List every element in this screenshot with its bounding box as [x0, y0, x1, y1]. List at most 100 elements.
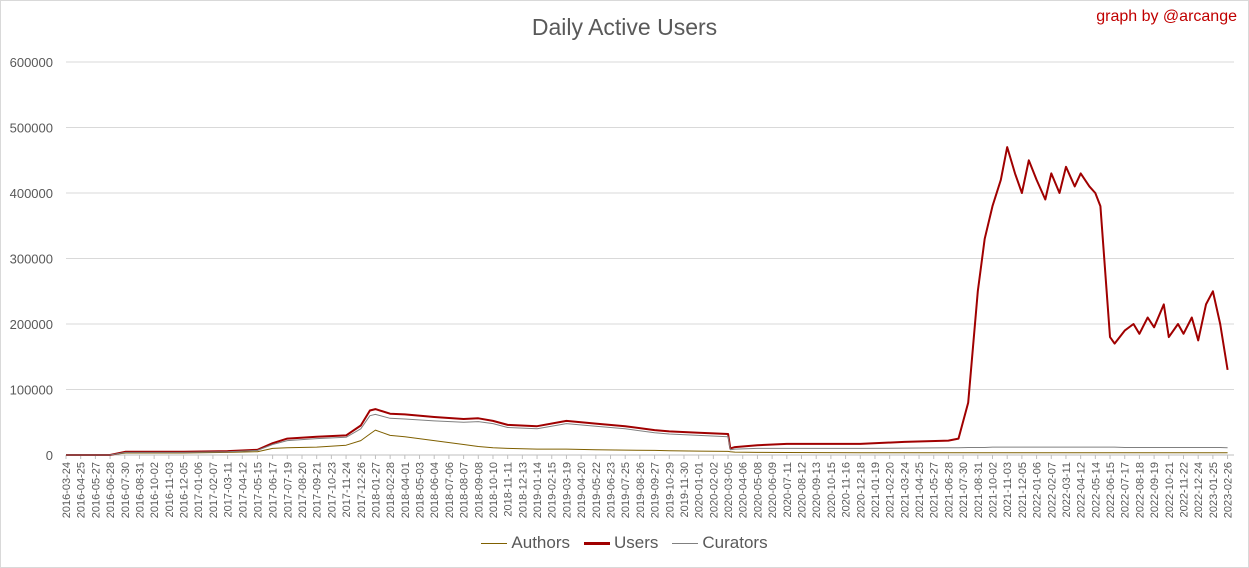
x-tick-label: 2020-10-15	[826, 462, 838, 518]
x-tick-label: 2022-01-06	[1032, 462, 1044, 518]
x-tick-label: 2018-04-01	[400, 462, 412, 518]
x-tick-label: 2021-07-30	[958, 462, 970, 518]
x-tick-label: 2022-04-12	[1076, 462, 1088, 518]
x-tick-label: 2021-06-28	[943, 462, 955, 518]
x-tick-label: 2022-12-24	[1193, 462, 1205, 518]
x-tick-label: 2020-03-05	[723, 462, 735, 518]
x-tick-label: 2020-04-06	[738, 462, 750, 518]
x-tick-label: 2020-12-18	[855, 462, 867, 518]
x-tick-label: 2019-06-23	[606, 462, 618, 518]
x-tick-label: 2018-06-04	[429, 462, 441, 518]
x-tick-label: 2016-12-05	[179, 462, 191, 518]
x-tick-label: 2016-10-02	[149, 462, 161, 518]
legend-swatch-curators	[672, 542, 699, 544]
x-tick-label: 2018-12-13	[517, 462, 529, 518]
x-tick-label: 2022-05-14	[1090, 462, 1102, 518]
x-tick-label: 2017-09-21	[312, 462, 324, 518]
series-line-authors	[66, 429, 1228, 456]
x-tick-label: 2017-03-11	[223, 462, 235, 517]
x-tick-label: 2022-08-18	[1134, 462, 1146, 518]
x-tick-label: 2016-04-25	[76, 462, 88, 518]
x-tick-label: 2021-03-24	[899, 462, 911, 518]
x-tick-label: 2018-11-11	[503, 462, 515, 517]
x-tick-label: 2019-01-14	[532, 462, 544, 518]
legend-label-authors: Authors	[511, 533, 570, 552]
x-tick-label: 2022-10-21	[1164, 462, 1176, 518]
x-tick-label: 2017-06-17	[268, 462, 280, 518]
legend-item-authors: Authors	[481, 533, 570, 553]
x-tick-label: 2021-08-31	[973, 462, 985, 518]
legend-swatch-authors	[481, 542, 508, 544]
x-tick-label: 2018-09-08	[473, 462, 485, 518]
y-axis: 0 100000 200000 300000 400000 500000 600000	[10, 55, 53, 463]
y-tick-label: 300000	[10, 252, 53, 267]
y-tick-label: 100000	[10, 383, 53, 398]
x-tick-label: 2019-11-30	[679, 462, 691, 517]
legend-swatch-users	[584, 541, 610, 545]
x-tick-label: 2019-03-19	[561, 462, 573, 518]
x-tick-label: 2021-05-27	[929, 462, 941, 518]
x-tick-label: 2016-07-30	[120, 462, 132, 518]
x-tick-label: 2020-05-08	[752, 462, 764, 518]
x-tick-label: 2020-09-13	[811, 462, 823, 518]
x-tick-label: 2016-08-31	[134, 462, 146, 518]
x-tick-label: 2021-01-19	[870, 462, 882, 518]
x-tick-label: 2020-07-11	[782, 462, 794, 517]
x-tick-label: 2017-07-19	[282, 462, 294, 518]
y-tick-label: 500000	[10, 121, 53, 136]
y-tick-label: 600000	[10, 55, 53, 70]
x-tick-label: 2017-12-26	[356, 462, 368, 518]
x-tick-label: 2018-01-27	[370, 462, 382, 518]
x-tick-label: 2022-09-19	[1149, 462, 1161, 518]
x-tick-label: 2020-08-12	[797, 462, 809, 518]
y-tick-label: 200000	[10, 317, 53, 332]
x-tick-label: 2021-11-03	[1002, 462, 1014, 517]
legend-item-curators: Curators	[672, 533, 768, 553]
x-tick-label: 2019-09-27	[650, 462, 662, 518]
x-tick-label: 2020-11-16	[841, 462, 853, 517]
x-tick-label: 2017-10-23	[326, 462, 338, 518]
x-tick-label: 2017-11-24	[341, 462, 353, 517]
legend: Authors Users Curators	[0, 533, 1249, 553]
legend-label-curators: Curators	[702, 533, 768, 552]
x-tick-label: 2021-02-20	[885, 462, 897, 518]
x-tick-label: 2016-05-27	[90, 462, 102, 518]
x-tick-label: 2019-08-26	[635, 462, 647, 518]
x-tick-label: 2018-10-10	[488, 462, 500, 518]
y-tick-label: 400000	[10, 186, 53, 201]
x-tick-label: 2018-07-06	[444, 462, 456, 518]
chart-credit: graph by @arcange	[1096, 8, 1237, 25]
x-axis: 2016-03-24 2016-04-25 2016-05-27 2016-06-28…	[61, 455, 1235, 518]
x-tick-label: 2018-02-28	[385, 462, 397, 518]
x-tick-label: 2020-01-01	[694, 462, 706, 518]
x-tick-label: 2020-06-09	[767, 462, 779, 518]
x-tick-label: 2017-04-12	[237, 462, 249, 518]
series-lines	[66, 146, 1229, 456]
x-tick-label: 2022-02-07	[1046, 462, 1058, 518]
x-tick-label: 2019-04-20	[576, 462, 588, 518]
gridlines	[66, 61, 1234, 456]
x-tick-label: 2020-02-02	[708, 462, 720, 518]
x-tick-label: 2022-11-22	[1178, 462, 1190, 517]
legend-label-users: Users	[614, 533, 659, 552]
x-tick-label: 2019-02-15	[547, 462, 559, 518]
legend-item-users: Users	[584, 533, 658, 553]
y-tick-label: 0	[46, 448, 53, 463]
x-tick-label: 2021-12-05	[1017, 462, 1029, 518]
x-tick-label: 2016-11-03	[164, 462, 176, 517]
x-tick-label: 2017-05-15	[252, 462, 264, 518]
x-tick-label: 2016-06-28	[105, 462, 117, 518]
x-tick-label: 2022-07-17	[1120, 462, 1132, 518]
x-tick-label: 2021-04-25	[914, 462, 926, 518]
x-tick-label: 2017-02-07	[208, 462, 220, 518]
x-tick-label: 2018-05-03	[415, 462, 427, 518]
x-tick-label: 2021-10-02	[988, 462, 1000, 518]
series-line-users	[66, 146, 1229, 456]
chart-title: Daily Active Users	[531, 14, 718, 40]
x-tick-label: 2017-08-20	[297, 462, 309, 518]
x-tick-label: 2023-01-25	[1208, 462, 1220, 518]
x-tick-label: 2019-07-25	[620, 462, 632, 518]
x-tick-label: 2023-02-26	[1223, 462, 1235, 518]
